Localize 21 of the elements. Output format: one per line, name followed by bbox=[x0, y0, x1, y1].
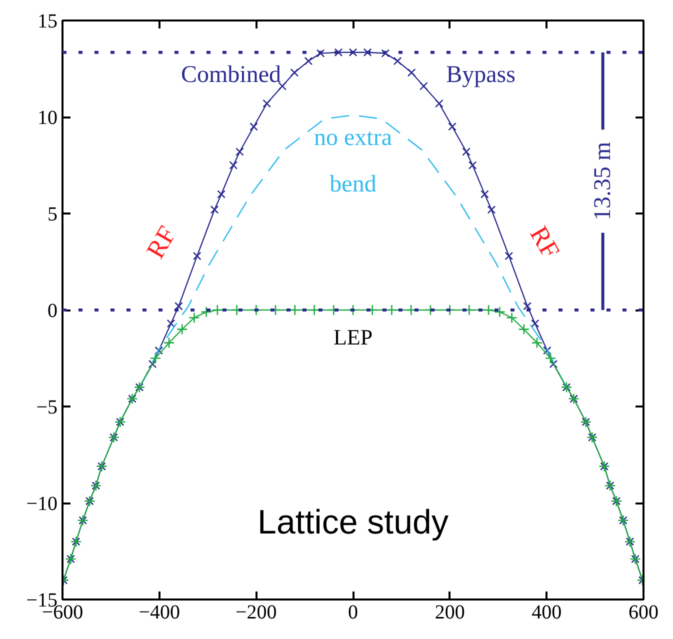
annotation: Lattice study bbox=[258, 503, 448, 542]
annotation: Combined bbox=[180, 62, 281, 88]
ref-line-label: 13.35 m bbox=[590, 142, 616, 221]
x-tick-label: 0 bbox=[348, 602, 358, 624]
x-tick-label: −200 bbox=[236, 602, 277, 624]
annotation: Bypass bbox=[446, 62, 516, 88]
y-tick-label: 15 bbox=[38, 10, 58, 32]
x-tick-label: 400 bbox=[532, 602, 562, 624]
y-tick-label: −5 bbox=[36, 396, 58, 418]
x-tick-label: 200 bbox=[434, 602, 465, 624]
x-tick-label: −400 bbox=[138, 602, 180, 624]
annotation: RF bbox=[524, 221, 566, 264]
y-tick-label: −10 bbox=[26, 493, 58, 515]
y-tick-label: 5 bbox=[48, 204, 58, 226]
annotation: RF bbox=[140, 221, 182, 264]
annotation: bend bbox=[330, 171, 376, 198]
y-tick-label: 0 bbox=[48, 300, 58, 322]
x-tick-label: 600 bbox=[628, 602, 658, 624]
annotation: LEP bbox=[333, 324, 373, 350]
y-tick-label: 10 bbox=[38, 107, 58, 129]
annotation: no extra bbox=[314, 125, 392, 152]
